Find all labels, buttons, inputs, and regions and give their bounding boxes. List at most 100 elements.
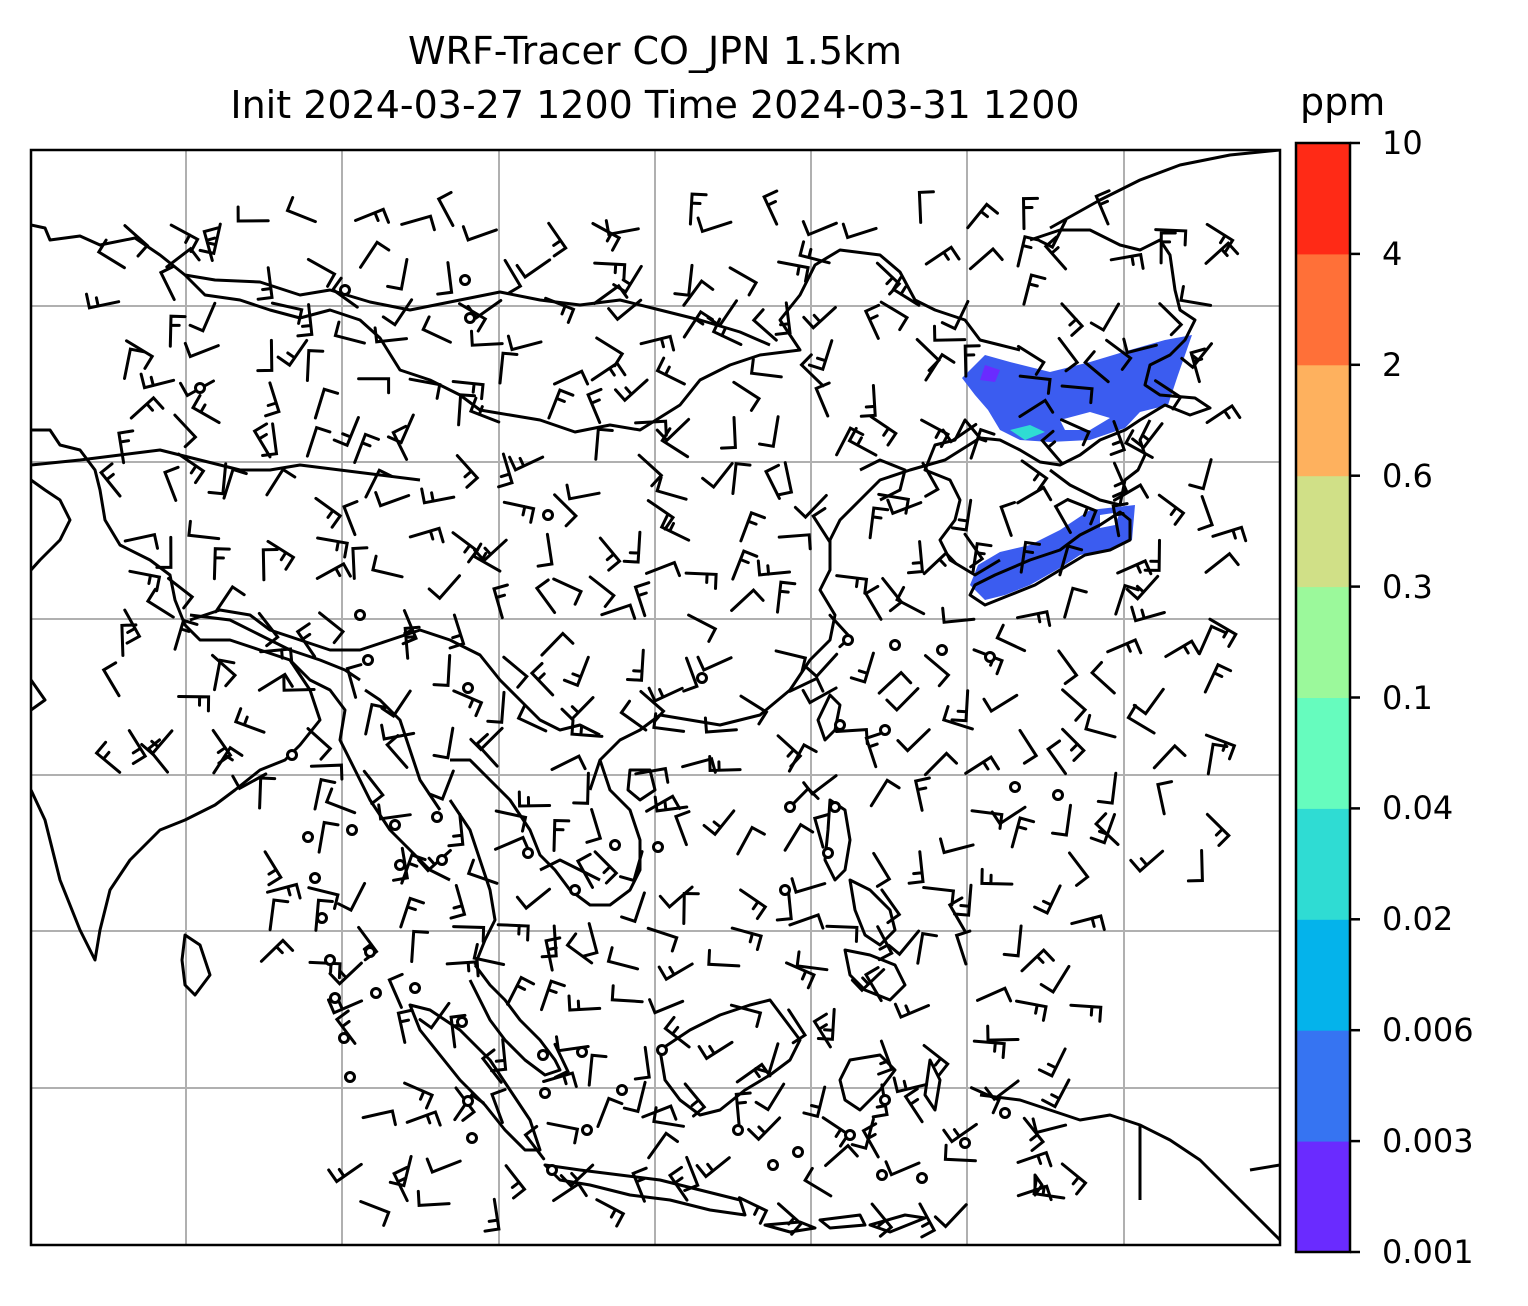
wind-barb [1084, 713, 1117, 739]
wind-barb [540, 924, 558, 959]
wind-barb [799, 353, 825, 388]
wind-barb [892, 1076, 929, 1094]
calm-marker [889, 639, 901, 651]
wind-barb [1061, 688, 1088, 722]
wind-barb [702, 809, 736, 837]
wind-barb [734, 1091, 752, 1126]
wind-barb [266, 539, 296, 571]
wind-barb [869, 415, 898, 447]
wind-barb [835, 426, 865, 457]
wind-barb [96, 238, 126, 270]
wind-barb [633, 581, 651, 618]
wind-barb [682, 278, 715, 307]
wind-barb [776, 461, 794, 497]
wind-barb [950, 498, 973, 532]
wind-barb [1105, 338, 1133, 371]
calm-marker [916, 1172, 928, 1184]
wind-barb [739, 510, 766, 543]
wind-barb [387, 972, 404, 1009]
wind-barb [313, 387, 340, 420]
wind-barb [517, 790, 552, 808]
wind-barb [231, 772, 268, 791]
wind-barb [620, 891, 646, 924]
wind-barb [1010, 816, 1036, 849]
wind-barb [877, 1039, 894, 1076]
calm-marker [456, 1016, 468, 1028]
wind-barb [120, 623, 138, 657]
calm-marker [576, 1046, 588, 1058]
calm-marker [329, 992, 341, 1004]
wind-barb [388, 1155, 413, 1188]
wind-barb [386, 258, 409, 291]
wind-barb [1164, 639, 1201, 658]
wind-barb [735, 1062, 772, 1084]
wind-barb [933, 324, 967, 342]
wind-barb [986, 1024, 1020, 1042]
wind-barb [1016, 344, 1046, 376]
colorbar-tick-label: 0.04 [1382, 789, 1454, 828]
calm-marker [784, 801, 796, 813]
wind-barb [879, 300, 910, 332]
wind-barb [600, 603, 637, 620]
wind-barb [1039, 964, 1071, 994]
wind-barb [264, 381, 281, 418]
wind-barb [922, 886, 956, 907]
wind-barb [835, 574, 869, 595]
wind-barb [305, 349, 325, 382]
wind-barb [158, 264, 176, 301]
wind-barb [1205, 812, 1231, 847]
wind-barb [660, 427, 690, 459]
wind-barb [314, 496, 343, 529]
wind-barb [1204, 551, 1240, 574]
wind-barb [565, 483, 601, 501]
wind-barb [907, 850, 925, 885]
wind-barb [673, 263, 694, 297]
wind-barb [515, 887, 551, 911]
wind-barb [585, 808, 603, 844]
wind-barb [1016, 610, 1052, 627]
wind-barb [802, 306, 837, 330]
wind-barb [502, 500, 536, 524]
wind-barb [392, 846, 410, 882]
wind-barb [508, 455, 545, 472]
wind-barb [432, 726, 455, 760]
wind-barb [436, 261, 454, 296]
wind-barb [922, 550, 958, 576]
wind-barb [1018, 398, 1055, 418]
wind-barb [1113, 483, 1149, 502]
wind-barb [637, 453, 664, 488]
wind-barb [85, 292, 121, 310]
calm-marker [436, 854, 448, 866]
wind-barb [1061, 727, 1086, 762]
calm-marker [616, 1084, 628, 1096]
wind-barb [567, 994, 602, 1012]
wind-barb [696, 216, 733, 234]
colorbar-unit: ppm [1300, 80, 1386, 124]
wind-barb [972, 1039, 1006, 1059]
wind-barb [276, 339, 309, 368]
wind-barb [1038, 218, 1068, 250]
wind-barb [1015, 999, 1048, 1022]
calm-marker [346, 824, 358, 836]
wind-barb [362, 769, 385, 806]
wind-barb [663, 1015, 691, 1049]
wind-barb [1018, 374, 1052, 395]
wind-barb [1106, 638, 1143, 655]
wind-barb [575, 852, 594, 889]
wind-barb [1089, 302, 1120, 333]
wind-barb [381, 298, 414, 327]
wind-barb [731, 549, 759, 581]
calm-marker [999, 1107, 1011, 1119]
wind-barb [788, 676, 825, 693]
wind-barb [403, 625, 421, 660]
wind-barb [581, 922, 599, 958]
wind-barb [177, 695, 211, 713]
wind-barb [1060, 384, 1094, 405]
wind-barb [540, 631, 575, 657]
wind-barb [812, 813, 830, 849]
wind-barb [306, 257, 337, 288]
wind-barb [863, 966, 883, 1003]
wind-barb [359, 1200, 391, 1227]
wind-barb [634, 766, 670, 784]
wind-barb [647, 686, 684, 703]
